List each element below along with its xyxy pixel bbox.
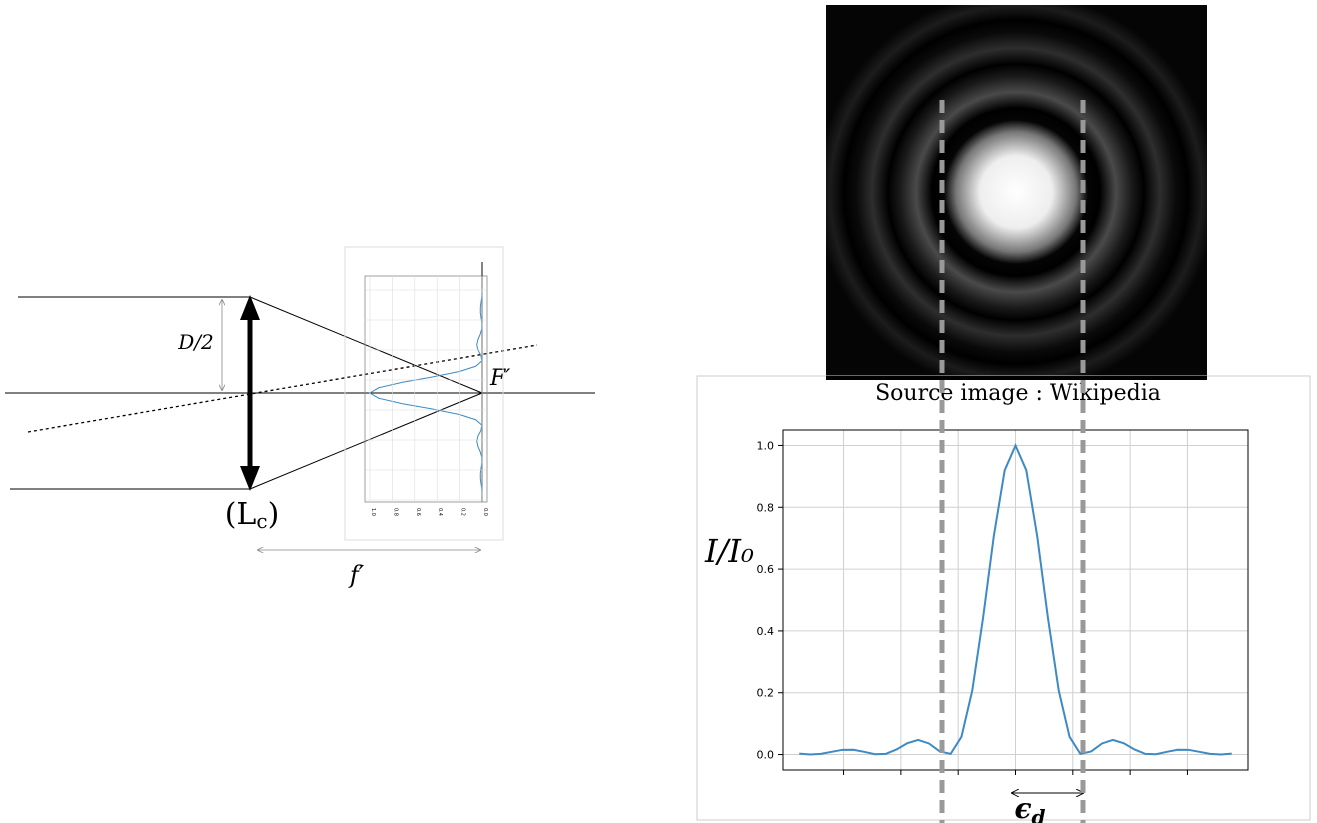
inset-tick-label: 0.0 (482, 508, 488, 516)
oblique-ray (28, 345, 537, 432)
inset-tick-label: 0.2 (460, 508, 466, 516)
page: D/2 F′ (Lc) f′ 1.0 0.8 0.6 0.4 0.2 0.0 Source… (0, 0, 1317, 823)
airy-image-edge (826, 376, 1207, 380)
y-tick-label: 0.8 (757, 501, 775, 514)
focus-label: F′ (489, 366, 510, 391)
lens-label-sub: c (256, 509, 267, 533)
aperture-label: D/2 (177, 330, 214, 354)
figure: D/2 F′ (Lc) f′ 1.0 0.8 0.6 0.4 0.2 0.0 Source… (0, 0, 1317, 823)
caption: Source image : Wikipedia (875, 381, 1161, 406)
y-tick-label: 1.0 (757, 439, 775, 452)
y-tick-label: 0.4 (757, 625, 775, 638)
inset-tick-label: 0.8 (392, 508, 398, 516)
lens-label-close: ) (268, 497, 280, 532)
lens-diagram (5, 295, 595, 550)
width-sub: d (1032, 805, 1046, 823)
inset-tick-label: 0.6 (415, 508, 421, 516)
width-label: ϵd (1014, 792, 1045, 823)
y-tick-label: 0.0 (757, 749, 775, 762)
lens-label: (Lc) (225, 497, 280, 533)
width-symbol: ϵ (1014, 792, 1031, 823)
y-tick-label: 0.6 (757, 563, 775, 576)
inset-axes (365, 276, 487, 502)
lens-label-main: (L (225, 497, 257, 532)
plot: 0.0 0.2 0.4 0.6 0.8 1.0 (757, 430, 1249, 775)
inset-tick-label: 0.4 (437, 508, 443, 516)
y-tick-label: 0.2 (757, 687, 775, 700)
ray (250, 297, 482, 393)
inset-tick-label: 1.0 (370, 508, 376, 516)
ray (250, 393, 482, 489)
y-axis-label: I/I₀ (704, 532, 754, 570)
focal-label: f′ (348, 561, 365, 589)
airy-image (826, 5, 1207, 380)
